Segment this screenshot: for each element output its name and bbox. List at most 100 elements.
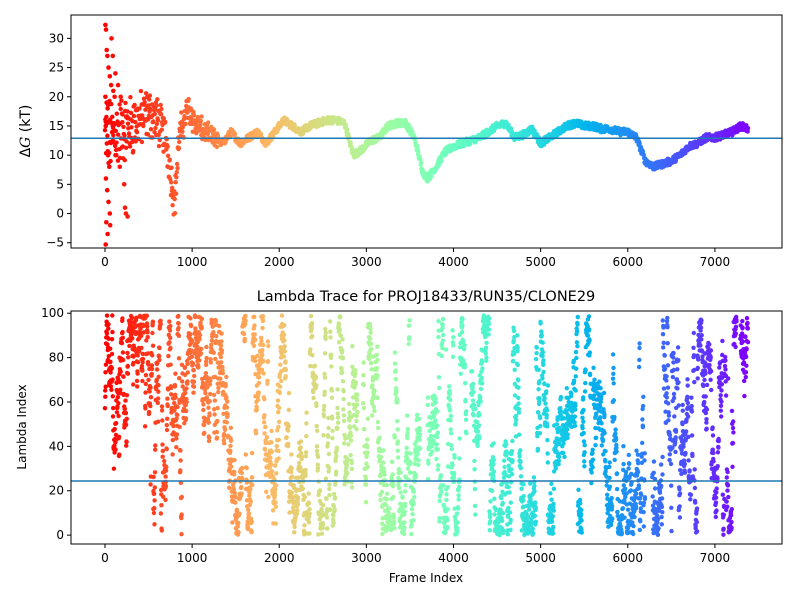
lambda-point bbox=[450, 354, 456, 359]
lambda-point bbox=[114, 380, 119, 385]
lambda-point bbox=[203, 390, 208, 396]
lambda-point bbox=[177, 376, 182, 381]
lambda-point bbox=[325, 526, 330, 531]
lambda-point bbox=[120, 316, 125, 321]
lambda-point bbox=[477, 412, 482, 418]
lambda-point bbox=[321, 407, 327, 413]
delta-g-point bbox=[183, 121, 188, 127]
lambda-point bbox=[661, 340, 666, 345]
lambda-point bbox=[539, 333, 544, 338]
lambda-point bbox=[179, 494, 184, 500]
lambda-point bbox=[335, 411, 340, 416]
lambda-point bbox=[266, 494, 271, 500]
lambda-point bbox=[309, 321, 315, 326]
lambda-point bbox=[587, 350, 592, 355]
delta-g-point bbox=[341, 118, 347, 124]
lambda-point bbox=[442, 504, 447, 509]
lambda-point bbox=[273, 500, 278, 505]
lambda-point bbox=[434, 423, 440, 428]
lambda-point bbox=[602, 430, 607, 436]
lambda-point bbox=[206, 420, 211, 425]
lambda-point bbox=[562, 454, 567, 460]
lambda-point bbox=[321, 502, 326, 508]
lambda-point bbox=[265, 359, 271, 364]
lambda-point bbox=[253, 431, 259, 436]
lambda-point bbox=[350, 344, 355, 349]
lambda-point bbox=[624, 491, 629, 496]
lambda-point bbox=[545, 460, 550, 465]
lambda-point bbox=[391, 514, 396, 519]
lambda-point bbox=[620, 506, 626, 511]
lambda-point bbox=[332, 507, 337, 512]
lambda-point bbox=[243, 318, 248, 323]
lambda-point bbox=[189, 348, 194, 353]
lambda-point bbox=[341, 418, 347, 424]
lambda-point bbox=[314, 403, 319, 409]
lambda-point bbox=[165, 403, 170, 409]
lambda-point bbox=[398, 490, 403, 495]
lambda-point bbox=[479, 359, 485, 365]
delta-g-point bbox=[124, 139, 129, 144]
lambda-point bbox=[499, 495, 504, 501]
lambda-point bbox=[176, 313, 181, 319]
lambda-point bbox=[406, 323, 412, 328]
x-tick-label: 4000 bbox=[438, 255, 469, 269]
delta-g-point bbox=[418, 160, 424, 166]
delta-g-point bbox=[103, 27, 109, 32]
lambda-point bbox=[174, 445, 179, 450]
lambda-point bbox=[592, 377, 597, 382]
lambda-point bbox=[156, 354, 162, 359]
lambda-point bbox=[608, 522, 614, 528]
lambda-point bbox=[590, 451, 595, 456]
lambda-point bbox=[188, 332, 193, 337]
lambda-point bbox=[284, 435, 289, 440]
lambda-point bbox=[410, 512, 415, 517]
lambda-point bbox=[515, 349, 520, 354]
lambda-point bbox=[225, 411, 230, 417]
lambda-point bbox=[172, 407, 177, 412]
lambda-point bbox=[150, 353, 155, 358]
lambda-point bbox=[140, 360, 145, 365]
lambda-point bbox=[180, 384, 185, 389]
delta-g-point bbox=[199, 114, 204, 119]
lambda-point bbox=[152, 498, 157, 503]
delta-g-point bbox=[106, 199, 111, 205]
lambda-point bbox=[314, 423, 319, 429]
lambda-point bbox=[103, 370, 108, 375]
lambda-point bbox=[306, 520, 312, 525]
lambda-point bbox=[393, 368, 398, 373]
lambda-point bbox=[277, 405, 282, 411]
lambda-point bbox=[329, 364, 334, 369]
lambda-point bbox=[340, 379, 346, 384]
lambda-point bbox=[636, 461, 641, 466]
y-tick-label: 5 bbox=[56, 177, 64, 191]
lambda-point bbox=[326, 451, 332, 457]
lambda-point bbox=[448, 418, 453, 423]
lambda-point bbox=[314, 383, 319, 388]
lambda-point bbox=[516, 395, 521, 401]
lambda-point bbox=[130, 336, 135, 341]
lambda-point bbox=[174, 432, 180, 437]
lambda-point bbox=[273, 487, 278, 492]
lambda-point bbox=[641, 394, 646, 399]
lambda-point bbox=[614, 445, 619, 450]
lambda-point bbox=[290, 496, 295, 501]
lambda-point bbox=[265, 339, 271, 344]
lambda-point bbox=[328, 335, 333, 340]
lambda-point bbox=[334, 469, 339, 474]
lambda-point bbox=[203, 371, 209, 376]
lambda-point bbox=[282, 349, 287, 354]
lambda-point bbox=[434, 442, 439, 447]
lambda-point bbox=[261, 420, 267, 425]
lambda-point bbox=[573, 349, 579, 355]
lambda-point bbox=[171, 423, 176, 429]
lambda-point bbox=[405, 430, 410, 436]
lambda-point bbox=[140, 368, 145, 373]
lambda-point bbox=[582, 443, 587, 448]
lambda-point bbox=[159, 408, 165, 413]
lambda-point bbox=[315, 465, 321, 471]
lambda-point bbox=[632, 514, 637, 520]
lambda-point bbox=[603, 469, 608, 474]
delta-g-point bbox=[107, 211, 113, 216]
lambda-point bbox=[179, 362, 185, 367]
